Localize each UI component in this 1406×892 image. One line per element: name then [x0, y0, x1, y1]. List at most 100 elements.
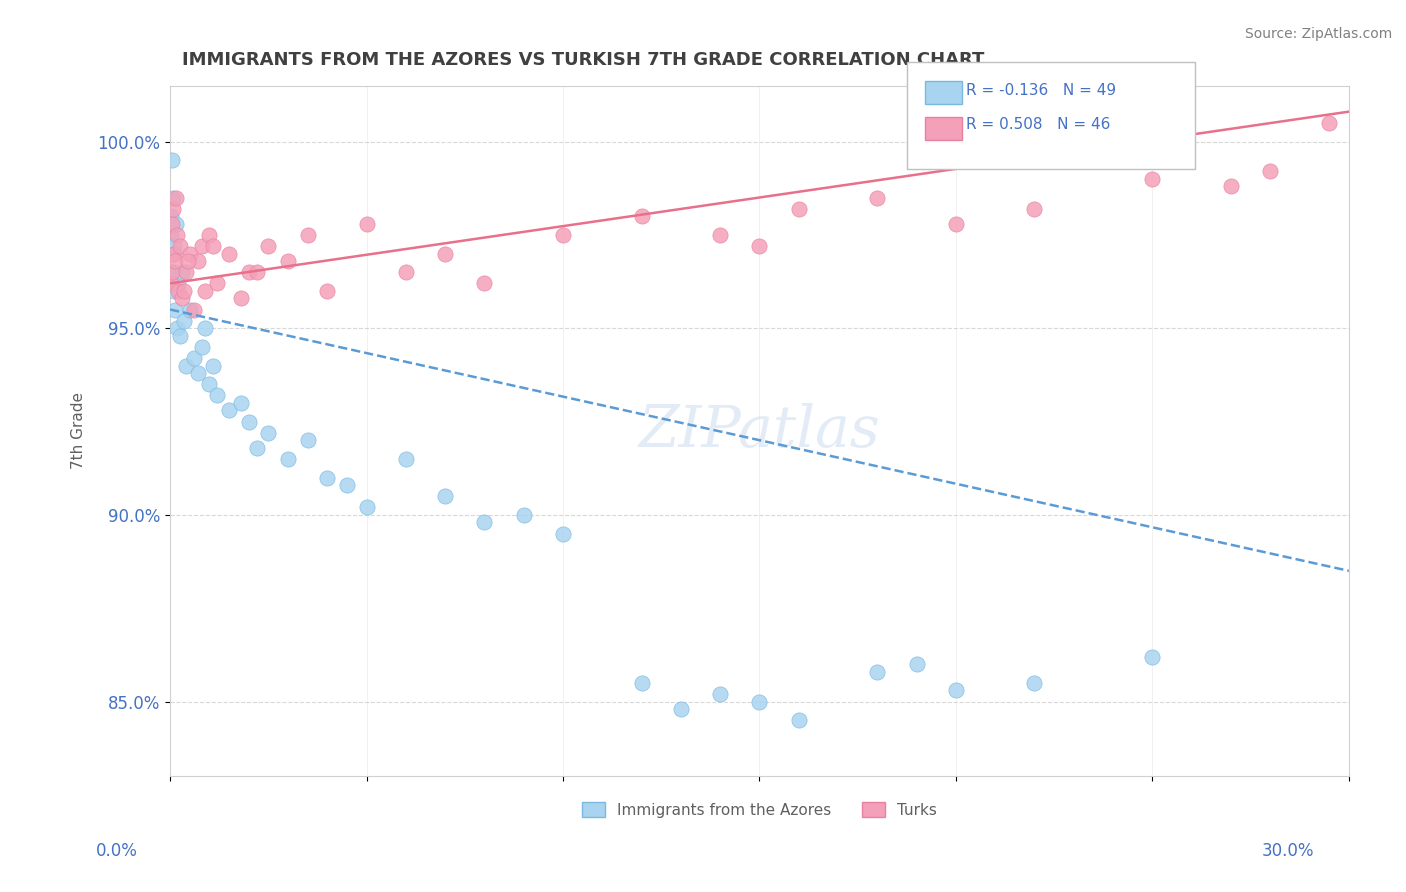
Point — [165, 217, 187, 231]
Point — [194, 284, 217, 298]
Point — [166, 227, 188, 242]
Point — [709, 227, 731, 242]
Point — [169, 328, 191, 343]
Point — [277, 254, 299, 268]
Point — [198, 377, 221, 392]
Point — [162, 265, 184, 279]
Point — [551, 227, 574, 242]
Point — [160, 277, 183, 291]
Point — [167, 284, 190, 298]
Point — [630, 209, 652, 223]
Legend: Immigrants from the Azores, Turks: Immigrants from the Azores, Turks — [576, 796, 943, 824]
Point — [162, 190, 184, 204]
Text: 30.0%: 30.0% — [1263, 842, 1315, 860]
Point — [866, 190, 889, 204]
Point — [198, 227, 221, 242]
Point — [245, 441, 267, 455]
Point — [434, 489, 457, 503]
Point — [183, 302, 205, 317]
Point — [179, 302, 201, 317]
Point — [162, 202, 184, 216]
Point — [297, 227, 319, 242]
Point — [169, 239, 191, 253]
Point — [229, 396, 252, 410]
Point — [1142, 171, 1164, 186]
Point — [165, 190, 187, 204]
Point — [512, 508, 534, 522]
Point — [474, 516, 496, 530]
Point — [173, 284, 195, 298]
Point — [748, 694, 770, 708]
Point — [316, 470, 339, 484]
Point — [945, 683, 967, 698]
Point — [170, 291, 193, 305]
Point — [787, 713, 810, 727]
Point — [336, 478, 359, 492]
Point — [160, 217, 183, 231]
Point — [160, 153, 183, 168]
Y-axis label: 7th Grade: 7th Grade — [72, 392, 86, 469]
Point — [297, 433, 319, 447]
Point — [1024, 202, 1046, 216]
Point — [238, 265, 260, 279]
Point — [194, 321, 217, 335]
Point — [167, 277, 190, 291]
Text: IMMIGRANTS FROM THE AZORES VS TURKISH 7TH GRADE CORRELATION CHART: IMMIGRANTS FROM THE AZORES VS TURKISH 7T… — [181, 51, 984, 69]
Point — [238, 415, 260, 429]
Point — [787, 202, 810, 216]
Point — [218, 246, 240, 260]
Point — [709, 687, 731, 701]
Point — [160, 246, 183, 260]
Point — [218, 403, 240, 417]
Point — [1258, 164, 1281, 178]
Point — [474, 277, 496, 291]
Point — [356, 217, 378, 231]
Text: R = -0.136   N = 49: R = -0.136 N = 49 — [966, 84, 1116, 98]
Point — [277, 451, 299, 466]
Point — [356, 500, 378, 515]
Point — [170, 265, 193, 279]
Text: 0.0%: 0.0% — [96, 842, 138, 860]
Point — [866, 665, 889, 679]
Point — [1219, 179, 1241, 194]
Point — [202, 239, 225, 253]
Text: Source: ZipAtlas.com: Source: ZipAtlas.com — [1244, 27, 1392, 41]
Point — [160, 227, 183, 242]
Point — [205, 388, 228, 402]
Point — [245, 265, 267, 279]
Text: ZIPatlas: ZIPatlas — [638, 402, 880, 459]
Point — [174, 265, 197, 279]
Point — [669, 702, 692, 716]
Text: R = 0.508   N = 46: R = 0.508 N = 46 — [966, 118, 1111, 132]
Point — [163, 246, 186, 260]
Point — [257, 425, 280, 440]
Point — [190, 340, 212, 354]
Point — [630, 676, 652, 690]
Point — [229, 291, 252, 305]
Point — [551, 526, 574, 541]
Point — [160, 209, 183, 223]
Point — [166, 321, 188, 335]
Point — [163, 302, 186, 317]
Point — [179, 246, 201, 260]
Point — [187, 254, 209, 268]
Point — [748, 239, 770, 253]
Point — [163, 239, 186, 253]
Point — [177, 254, 200, 268]
Point — [395, 451, 418, 466]
Point — [163, 284, 186, 298]
Point — [183, 351, 205, 365]
Point — [1142, 649, 1164, 664]
Point — [162, 265, 184, 279]
Point — [187, 366, 209, 380]
Point — [434, 246, 457, 260]
Point — [205, 277, 228, 291]
Point — [174, 359, 197, 373]
Point — [202, 359, 225, 373]
Point — [395, 265, 418, 279]
Point — [316, 284, 339, 298]
Point — [945, 217, 967, 231]
Point — [163, 254, 186, 268]
Point — [257, 239, 280, 253]
Point — [905, 657, 928, 672]
